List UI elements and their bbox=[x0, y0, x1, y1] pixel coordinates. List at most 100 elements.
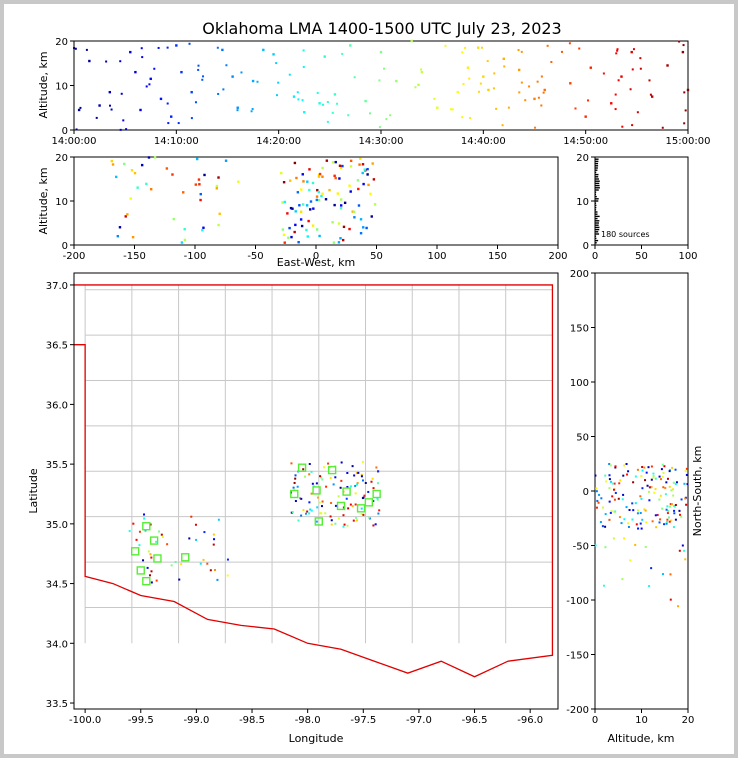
east-west-point bbox=[370, 215, 373, 218]
y-tick-label: 10 bbox=[576, 197, 589, 208]
plan-view-point bbox=[351, 505, 354, 508]
east-west-point bbox=[338, 177, 341, 180]
east-west-point bbox=[339, 198, 343, 201]
plan-view-point bbox=[302, 509, 305, 512]
north-south-point bbox=[680, 498, 683, 501]
altitude-time-point bbox=[364, 99, 367, 103]
east-west-point bbox=[300, 224, 304, 228]
plan-view-axes: -100.0 -99.5 -99.0 -98.5 -98.0 -97.5 -97.0 -96.… bbox=[46, 281, 543, 726]
plan-view-point bbox=[202, 558, 205, 561]
altitude-time-point bbox=[302, 49, 305, 52]
north-south-point bbox=[661, 475, 664, 478]
altitude-time-point bbox=[477, 90, 480, 93]
altitude-time-point bbox=[493, 72, 496, 75]
north-south-point bbox=[622, 493, 625, 496]
altitude-time-ylabel: Altitude, km bbox=[37, 51, 50, 118]
lma-station-marker bbox=[149, 536, 159, 545]
east-west-point bbox=[353, 216, 356, 219]
plan-view-point bbox=[339, 486, 342, 489]
plan-view-point bbox=[360, 473, 363, 476]
y-tick-label: -50 bbox=[573, 542, 589, 553]
plan-view-point bbox=[320, 505, 323, 508]
east-west-point bbox=[301, 203, 305, 206]
north-south-point bbox=[608, 474, 611, 477]
plan-view-point bbox=[376, 497, 379, 500]
plan-view-point bbox=[306, 510, 309, 513]
east-west-point bbox=[286, 212, 289, 215]
altitude-time-point bbox=[302, 65, 305, 68]
altitude-time-point bbox=[190, 117, 193, 120]
x-tick-label: -200 bbox=[63, 251, 86, 262]
east-west-point bbox=[129, 197, 132, 200]
north-south-point bbox=[660, 468, 663, 471]
x-tick-label: -98.5 bbox=[239, 715, 265, 726]
east-west-point bbox=[334, 160, 337, 164]
plan-view-point bbox=[170, 564, 173, 567]
altitude-time-point bbox=[466, 66, 470, 69]
altitude-time-point bbox=[129, 50, 132, 54]
east-west-point bbox=[348, 184, 351, 187]
north-south-point bbox=[611, 495, 614, 498]
altitude-time-point bbox=[683, 91, 686, 94]
altitude-time-point bbox=[410, 39, 413, 43]
north-south-point bbox=[613, 482, 616, 485]
x-tick-label: 0 bbox=[313, 251, 319, 262]
altitude-time-point bbox=[639, 67, 642, 70]
altitude-time-point bbox=[461, 116, 464, 119]
plan-view-point bbox=[190, 515, 193, 518]
altitude-time-point bbox=[197, 68, 200, 71]
north-south-point bbox=[618, 482, 621, 485]
plan-view-point bbox=[329, 515, 332, 518]
north-south-point bbox=[685, 467, 688, 470]
north-south-point bbox=[665, 481, 668, 484]
y-tick-label: 150 bbox=[570, 324, 589, 335]
lma-station-marker bbox=[327, 465, 337, 475]
east-west-point bbox=[224, 159, 228, 162]
north-south-point bbox=[666, 512, 669, 515]
x-tick-label: 50 bbox=[635, 251, 648, 262]
altitude-time-point bbox=[450, 108, 453, 111]
east-west-point bbox=[320, 194, 323, 198]
altitude-time-point bbox=[231, 75, 234, 78]
east-west-point bbox=[182, 191, 185, 194]
plan-view-point bbox=[318, 501, 321, 504]
plan-view-point bbox=[349, 503, 352, 506]
altitude-time-point bbox=[477, 46, 480, 49]
north-south-point bbox=[661, 507, 664, 510]
altitude-time-point bbox=[125, 128, 128, 131]
y-tick-label: 20 bbox=[55, 153, 68, 164]
plan-view-point bbox=[342, 514, 345, 517]
plan-view-point bbox=[372, 487, 375, 490]
altitude-time-point bbox=[153, 67, 156, 70]
north-south-point bbox=[644, 545, 647, 548]
north-south-point bbox=[604, 474, 607, 477]
plan-view-point bbox=[143, 517, 146, 520]
north-south-point bbox=[634, 543, 637, 546]
altitude-time-point bbox=[569, 82, 572, 85]
north-south-point bbox=[678, 513, 681, 516]
east-west-point bbox=[180, 241, 184, 244]
y-tick-label: 100 bbox=[570, 378, 589, 389]
plan-view-point bbox=[308, 512, 311, 515]
lma-station-marker bbox=[181, 553, 190, 562]
altitude-time-point bbox=[414, 86, 417, 89]
altitude-time-point bbox=[461, 51, 464, 54]
plan-view-point bbox=[354, 492, 357, 495]
north-south-point bbox=[659, 518, 662, 521]
plan-view-point bbox=[209, 569, 212, 572]
north-south-point bbox=[650, 567, 653, 570]
altitude-time-point bbox=[666, 64, 669, 67]
altitude-time-point bbox=[520, 50, 523, 53]
plan-view-point bbox=[355, 519, 358, 522]
altitude-time-point bbox=[632, 48, 635, 51]
plan-view-point bbox=[180, 563, 183, 566]
plan-view-point bbox=[302, 468, 305, 471]
lma-station-marker bbox=[153, 554, 162, 563]
east-west-point bbox=[357, 187, 360, 191]
plan-view-point bbox=[360, 513, 363, 516]
x-tick-label: 20 bbox=[682, 715, 695, 726]
north-south-point bbox=[658, 498, 661, 501]
east-west-point bbox=[361, 171, 364, 175]
north-south-frame bbox=[594, 272, 689, 710]
plan-view-point bbox=[363, 494, 366, 497]
